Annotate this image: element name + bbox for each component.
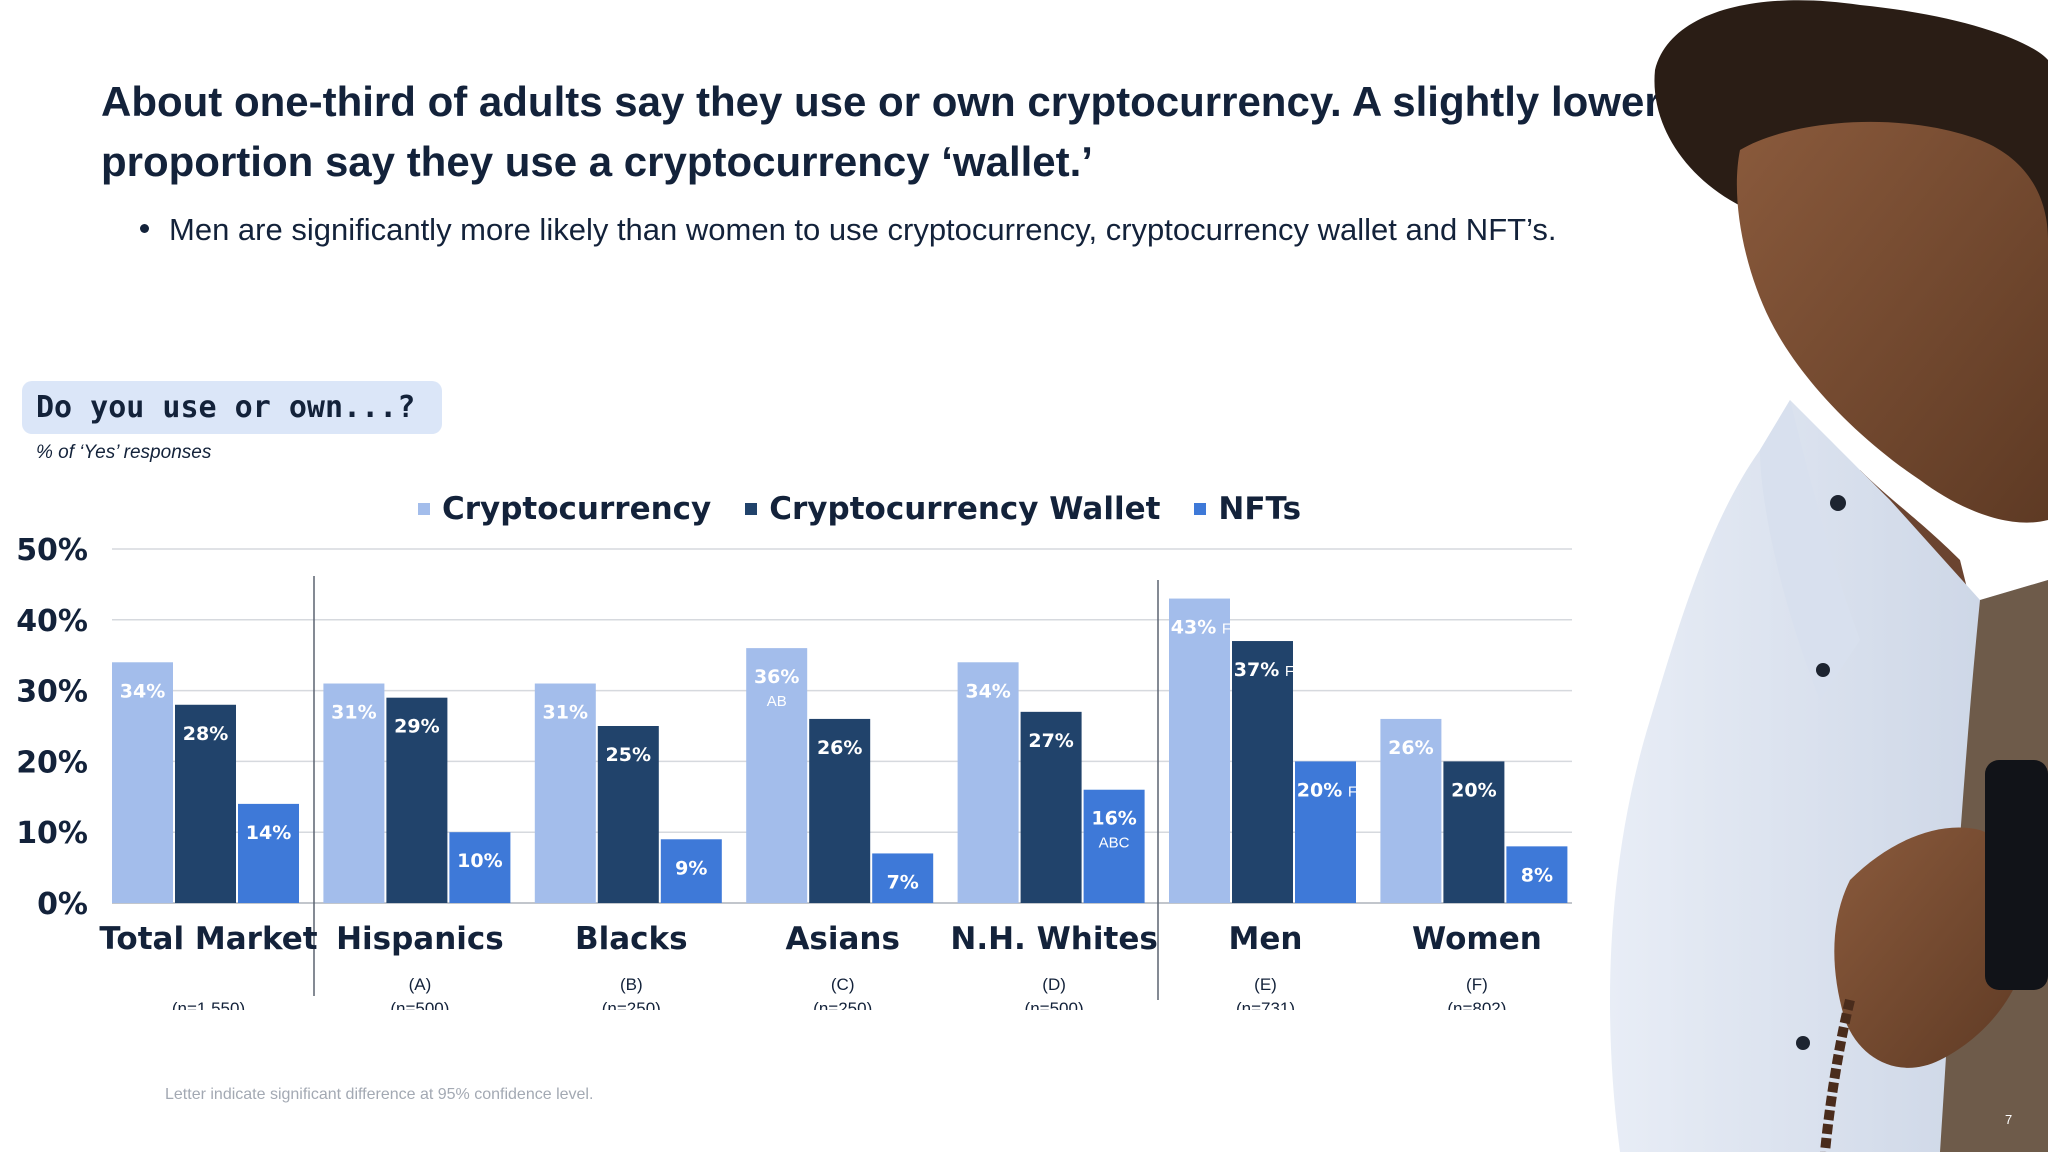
data-label: 7% <box>887 871 919 893</box>
data-label: 31% <box>543 702 588 724</box>
category-label: Women <box>1412 921 1542 957</box>
legend-item-wallet: Cryptocurrency Wallet <box>745 491 1160 527</box>
data-label: 8% <box>1521 864 1553 886</box>
sample-size: (n=731) <box>1236 999 1295 1010</box>
y-tick-label: 40% <box>16 604 88 639</box>
y-tick-label: 50% <box>16 533 88 568</box>
data-label: 25% <box>606 744 651 766</box>
category-label: Hispanics <box>336 921 504 957</box>
legend-label-wallet: Cryptocurrency Wallet <box>769 491 1161 527</box>
group-letter: (E) <box>1254 975 1277 994</box>
bar-chart: 0% 10% 20% 30% 40% 50% 34% 28% 14% Total Market (n… <box>16 533 1572 1010</box>
legend-label-nfts: NFTs <box>1218 491 1302 527</box>
group-letter: (D) <box>1042 975 1066 994</box>
bar <box>1020 711 1082 903</box>
data-label: 9% <box>675 857 707 879</box>
sample-size: (n=250) <box>602 999 661 1010</box>
category-label: Blacks <box>575 921 688 957</box>
bar <box>1169 598 1230 903</box>
category-label: Total Market <box>99 921 317 957</box>
data-label: 43% <box>1171 617 1216 639</box>
bar <box>1295 761 1356 903</box>
y-tick-label: 0% <box>37 887 88 922</box>
sample-size: (n=250) <box>813 999 872 1010</box>
data-label: 26% <box>817 737 862 759</box>
data-label: 36% <box>754 666 799 688</box>
data-label: 10% <box>457 850 502 872</box>
legend-item-nfts: NFTs <box>1194 491 1301 527</box>
bar <box>1232 641 1293 903</box>
category-label: Men <box>1229 921 1303 957</box>
data-label: 34% <box>965 680 1010 702</box>
bar <box>175 704 236 903</box>
question-box: Do you use or own...? <box>22 381 442 434</box>
data-label: 29% <box>394 716 439 738</box>
significance-letter: F <box>1348 783 1357 800</box>
bar <box>809 718 871 903</box>
bar <box>534 683 596 903</box>
legend-swatch-nfts <box>1194 503 1207 515</box>
legend-item-cryptocurrency: Cryptocurrency <box>418 491 711 527</box>
data-label: 34% <box>120 680 165 702</box>
group-letter: (F) <box>1466 975 1488 994</box>
legend-swatch-cryptocurrency <box>418 503 430 515</box>
y-tick-label: 30% <box>16 675 88 710</box>
bar <box>1506 846 1568 903</box>
data-label: 20% <box>1297 779 1342 801</box>
y-tick-label: 10% <box>16 816 88 851</box>
bar <box>957 662 1019 903</box>
data-label: 14% <box>246 822 291 844</box>
bar <box>238 803 299 903</box>
legend-swatch-wallet <box>745 503 758 515</box>
footnote: Letter indicate significant difference a… <box>165 1086 594 1103</box>
question-subtitle: % of ‘Yes’ responses <box>36 442 212 463</box>
data-label: 37% <box>1234 659 1279 681</box>
sample-size: (n=500) <box>390 999 449 1010</box>
data-label: 31% <box>331 702 376 724</box>
bullet-text: Men are significantly more likely than w… <box>169 212 1557 247</box>
data-label: 16% <box>1091 808 1136 830</box>
bullet-point: Men are significantly more likely than w… <box>140 208 1720 252</box>
significance-letter: ABC <box>1099 835 1130 852</box>
data-label: 26% <box>1388 737 1433 759</box>
bar <box>323 683 385 903</box>
data-label: 28% <box>183 723 228 745</box>
person-photo <box>1610 0 2048 1152</box>
page-number: 7 <box>2005 1112 2013 1127</box>
bullet-icon <box>140 224 149 234</box>
bar <box>746 648 808 903</box>
sample-size: (n=1,550) <box>172 999 245 1010</box>
legend-label-cryptocurrency: Cryptocurrency <box>442 491 712 527</box>
group-letter: (A) <box>409 975 432 994</box>
bar <box>1380 718 1442 903</box>
bar <box>1443 761 1505 903</box>
bar <box>660 839 722 903</box>
bar <box>112 662 173 903</box>
slide-title: About one-third of adults say they use o… <box>101 78 1661 185</box>
significance-letter: F <box>1222 621 1231 638</box>
y-tick-label: 20% <box>16 745 88 780</box>
group-letter: (C) <box>831 975 855 994</box>
category-label: N.H. Whites <box>950 921 1157 957</box>
bar <box>1083 789 1145 903</box>
sample-size: (n=802) <box>1447 999 1506 1010</box>
group-letter: (B) <box>620 975 643 994</box>
chart-legend: Cryptocurrency Cryptocurrency Wallet NFT… <box>418 486 1335 532</box>
category-label: Asians <box>785 921 900 957</box>
significance-letter: AB <box>767 693 787 710</box>
bar <box>872 853 934 903</box>
data-label: 27% <box>1028 730 1073 752</box>
bar <box>386 697 448 903</box>
bar <box>597 726 659 903</box>
significance-letter: F <box>1285 663 1294 680</box>
bar <box>449 832 511 903</box>
data-label: 20% <box>1451 779 1496 801</box>
sample-size: (n=500) <box>1025 999 1084 1010</box>
